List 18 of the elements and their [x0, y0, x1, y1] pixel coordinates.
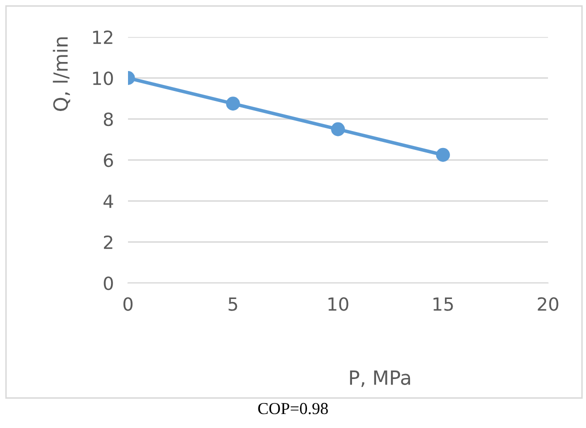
point — [331, 122, 345, 136]
text: COP=0.98 — [258, 402, 328, 414]
x-tick-label: 10 — [328, 297, 348, 311]
point — [436, 148, 450, 162]
x-tick-label: 20 — [538, 297, 558, 311]
x-tick-label: 15 — [433, 297, 453, 311]
y-tick-label: 10 — [93, 71, 113, 86]
x-axis-title: P, MPa — [350, 370, 410, 387]
y-tick-label: 0 — [104, 276, 113, 290]
y-tick-label: 2 — [104, 235, 112, 249]
y-tick-label: 6 — [104, 153, 113, 168]
point — [226, 96, 240, 111]
y-tick-label: 8 — [104, 112, 113, 126]
y-axis-title: Q, l/min — [52, 37, 70, 111]
x-tick-label: 0 — [123, 297, 133, 311]
x-tick-label: 5 — [228, 297, 238, 311]
y-tick-label: 12 — [93, 30, 112, 44]
y-tick-label: 4 — [104, 194, 114, 208]
